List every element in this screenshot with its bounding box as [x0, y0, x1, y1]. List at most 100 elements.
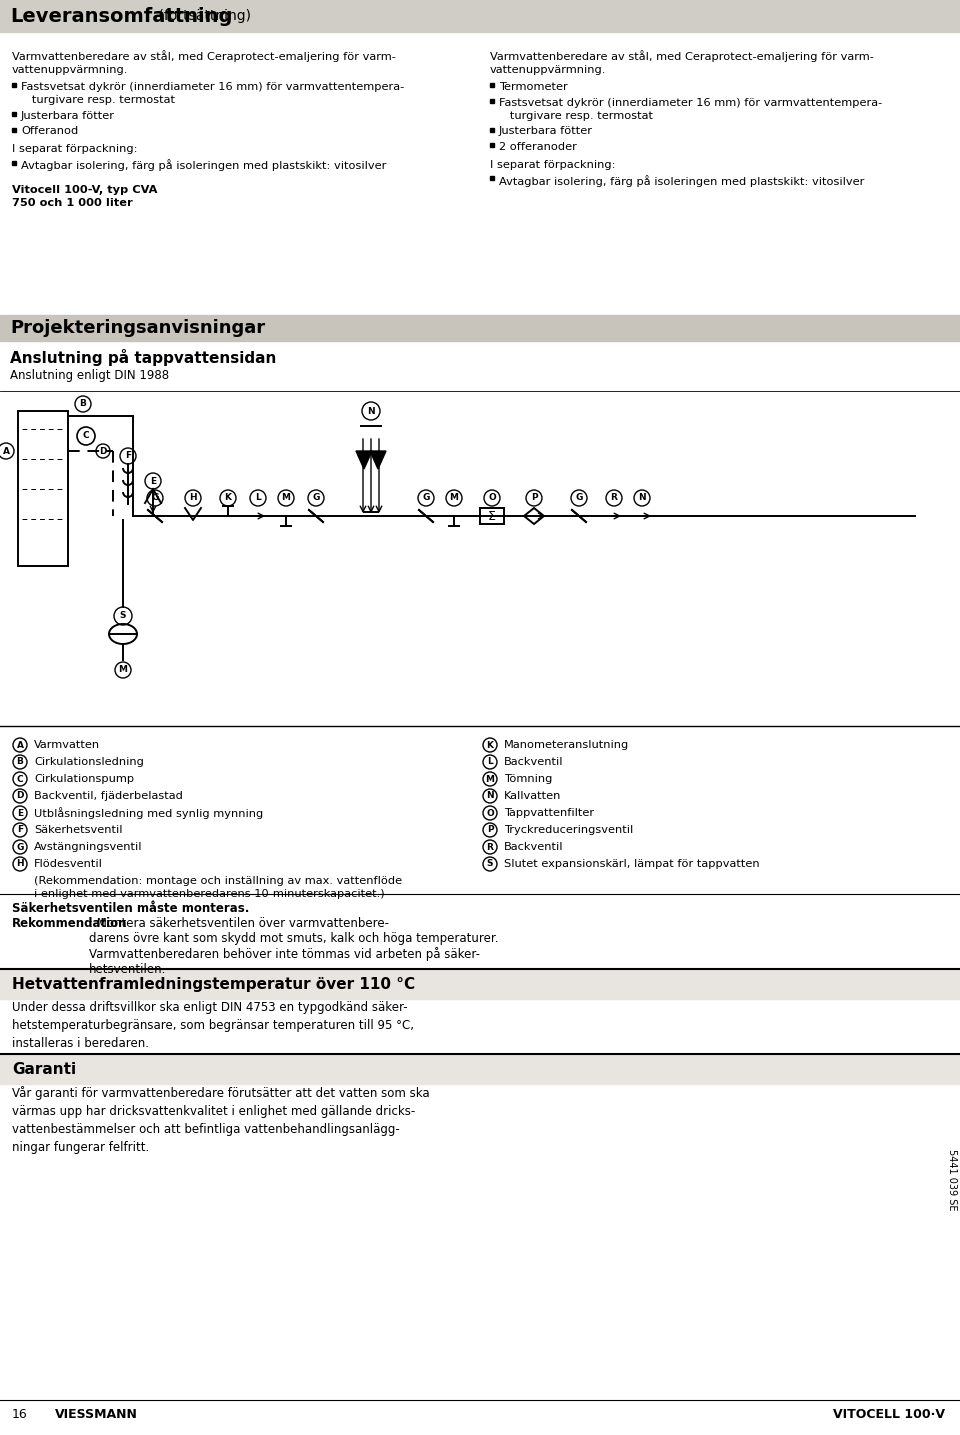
Text: S: S: [120, 611, 127, 620]
Text: I separat förpackning:: I separat förpackning:: [490, 159, 615, 169]
Text: Hetvattenframledningstemperatur över 110 °C: Hetvattenframledningstemperatur över 110…: [12, 976, 415, 992]
Text: H: H: [16, 860, 24, 868]
Text: Varmvatten: Varmvatten: [34, 740, 100, 751]
Text: K: K: [225, 494, 231, 502]
Text: I separat förpackning:: I separat förpackning:: [12, 144, 137, 154]
Text: R: R: [611, 494, 617, 502]
Text: Flödesventil: Flödesventil: [34, 860, 103, 870]
Text: K: K: [487, 740, 493, 749]
Text: Leveransomfattning: Leveransomfattning: [10, 7, 232, 26]
Text: M: M: [281, 494, 291, 502]
Text: Tömning: Tömning: [504, 773, 552, 784]
Text: Slutet expansionskärl, lämpat för tappvatten: Slutet expansionskärl, lämpat för tappva…: [504, 860, 759, 870]
Text: R: R: [487, 842, 493, 851]
Text: (Rekommendation: montage och inställning av max. vattenflöde: (Rekommendation: montage och inställning…: [34, 875, 402, 885]
Text: 750 och 1 000 liter: 750 och 1 000 liter: [12, 198, 132, 208]
Text: Backventil: Backventil: [504, 758, 564, 766]
Text: Backventil: Backventil: [504, 842, 564, 852]
Text: Cirkulationsledning: Cirkulationsledning: [34, 758, 144, 766]
Text: Vår garanti för varmvattenberedare förutsätter att det vatten som ska
värmas upp: Vår garanti för varmvattenberedare förut…: [12, 1086, 430, 1154]
Text: Under dessa driftsvillkor ska enligt DIN 4753 en typgodkänd säker-
hetstemperatu: Under dessa driftsvillkor ska enligt DIN…: [12, 1002, 414, 1050]
Text: N: N: [486, 792, 493, 801]
Text: A: A: [3, 446, 10, 455]
Text: M: M: [449, 494, 459, 502]
Text: Avtagbar isolering, färg på isoleringen med plastskikt: vitosilver: Avtagbar isolering, färg på isoleringen …: [21, 159, 386, 171]
Text: P: P: [487, 825, 493, 835]
Text: Rekommendation: Rekommendation: [12, 917, 128, 930]
Text: Justerbara fötter: Justerbara fötter: [499, 126, 593, 136]
Text: O: O: [486, 808, 493, 818]
Text: Anslutning enligt DIN 1988: Anslutning enligt DIN 1988: [10, 369, 169, 382]
Text: M: M: [486, 775, 494, 784]
Text: G: G: [575, 494, 583, 502]
Text: B: B: [16, 758, 23, 766]
Text: D: D: [16, 792, 24, 801]
Text: G: G: [152, 494, 158, 502]
Text: 5441 039 SE: 5441 039 SE: [947, 1149, 957, 1211]
Text: Projekteringsanvisningar: Projekteringsanvisningar: [10, 319, 265, 337]
Text: P: P: [531, 494, 538, 502]
Text: C: C: [16, 775, 23, 784]
Text: G: G: [16, 842, 24, 851]
Text: E: E: [150, 476, 156, 485]
Text: 16: 16: [12, 1408, 28, 1421]
Text: Garanti: Garanti: [12, 1062, 76, 1076]
Bar: [12, 83, 16, 88]
Polygon shape: [356, 451, 372, 469]
Text: Fastsvetsat dykrör (innerdiameter 16 mm) för varmvattentempera-
   turgivare res: Fastsvetsat dykrör (innerdiameter 16 mm)…: [21, 82, 404, 105]
Text: 2 offeranoder: 2 offeranoder: [499, 142, 577, 152]
Bar: [0, 1053, 960, 1083]
Text: D: D: [99, 446, 107, 455]
Text: M: M: [118, 666, 128, 674]
Text: Varmvattenberedare av stål, med Ceraprotect-emaljering för varm-
vattenuppvärmni: Varmvattenberedare av stål, med Ceraprot…: [490, 50, 874, 75]
Bar: [0, 316, 960, 342]
Text: Varmvattenberedare av stål, med Ceraprotect-emaljering för varm-
vattenuppvärmni: Varmvattenberedare av stål, med Ceraprot…: [12, 50, 396, 75]
Text: Kallvatten: Kallvatten: [504, 791, 562, 801]
Bar: [490, 128, 494, 132]
Text: (fortsättning): (fortsättning): [154, 9, 251, 23]
Text: Anslutning på tappvattensidan: Anslutning på tappvattensidan: [10, 349, 276, 366]
Bar: [0, 0, 960, 32]
Polygon shape: [370, 451, 386, 469]
Text: Vitocell 100-V, typ CVA: Vitocell 100-V, typ CVA: [12, 185, 157, 195]
Bar: [12, 112, 16, 116]
Text: Cirkulationspump: Cirkulationspump: [34, 773, 134, 784]
Text: VITOCELL 100·V: VITOCELL 100·V: [833, 1408, 945, 1421]
Text: G: G: [422, 494, 430, 502]
Text: N: N: [367, 406, 374, 416]
Text: : Montera säkerhetsventilen över varmvattenbere-
darens övre kant som skydd mot : : Montera säkerhetsventilen över varmvat…: [89, 917, 498, 976]
Bar: [490, 83, 494, 88]
Text: Offeranod: Offeranod: [21, 126, 79, 136]
Text: G: G: [312, 494, 320, 502]
Text: VIESSMANN: VIESSMANN: [55, 1408, 138, 1421]
Bar: [18, 410, 68, 565]
Text: Säkerhetsventilen måste monteras.: Säkerhetsventilen måste monteras.: [12, 903, 250, 916]
Bar: [480, 508, 504, 524]
Text: B: B: [80, 399, 86, 409]
Text: i enlighet med varmvattenberedarens 10-minuterskapacitet.): i enlighet med varmvattenberedarens 10-m…: [34, 890, 385, 898]
Text: F: F: [125, 452, 132, 461]
Text: L: L: [255, 494, 261, 502]
Text: Avstängningsventil: Avstängningsventil: [34, 842, 142, 852]
Text: Termometer: Termometer: [499, 82, 567, 92]
Text: Manometeranslutning: Manometeranslutning: [504, 740, 629, 751]
Text: Backventil, fjäderbelastad: Backventil, fjäderbelastad: [34, 791, 182, 801]
Bar: [490, 144, 494, 146]
Text: Justerbara fötter: Justerbara fötter: [21, 110, 115, 121]
Text: H: H: [189, 494, 197, 502]
Text: C: C: [83, 432, 89, 441]
Bar: [12, 161, 16, 165]
Bar: [12, 128, 16, 132]
Text: Avtagbar isolering, färg på isoleringen med plastskikt: vitosilver: Avtagbar isolering, färg på isoleringen …: [499, 175, 864, 187]
Text: E: E: [17, 808, 23, 818]
Text: A: A: [16, 740, 23, 749]
Text: N: N: [638, 494, 646, 502]
Bar: [490, 99, 494, 102]
Text: Tryckreduceringsventil: Tryckreduceringsventil: [504, 825, 634, 835]
Text: Tappvattenfilter: Tappvattenfilter: [504, 808, 594, 818]
Text: Säkerhetsventil: Säkerhetsventil: [34, 825, 123, 835]
Bar: [490, 177, 494, 179]
Text: S: S: [487, 860, 493, 868]
Text: Σ: Σ: [488, 509, 496, 522]
Text: Utblåsningsledning med synlig mynning: Utblåsningsledning med synlig mynning: [34, 806, 263, 819]
